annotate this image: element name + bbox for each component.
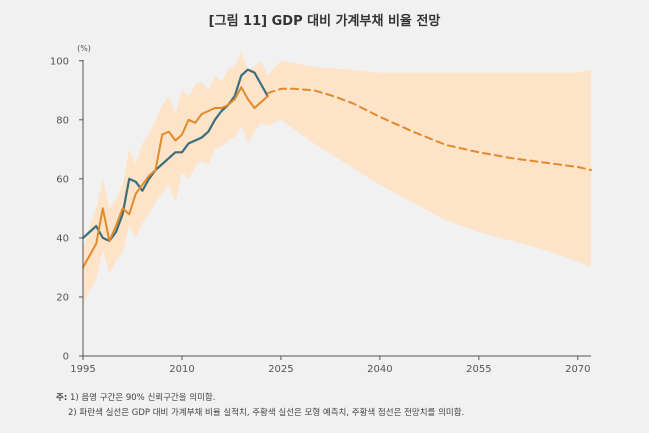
x-tick-layer: 1995 2010 2025 2040 2055 2070 [70,356,591,375]
y-tick-layer: 0 20 40 60 80 100 [50,56,83,363]
y-unit-label: (%) [77,44,91,53]
confidence-band [83,51,591,303]
confidence-band-layer [83,51,591,303]
y-tick-label: 40 [56,233,69,244]
chart-title: [그림 11] GDP 대비 가계부채 비율 전망 [208,14,441,29]
note-text-2: 2) 파란색 실선은 GDP 대비 가계부채 비율 실적치, 주황색 실선은 모… [68,408,465,418]
note-head: 주: [56,393,68,403]
forecast-series-line [266,87,592,171]
x-tick-label: 2040 [367,364,392,375]
x-tick-label: 2010 [169,364,194,375]
chart-notes: 주: 1) 음영 구간은 90% 신뢰구간을 의미함. 2) 파란색 실선은 G… [56,391,464,421]
y-tick-label: 100 [50,56,69,67]
model-series-line [82,86,269,269]
actual-series-line [81,68,269,242]
series-layer [81,68,592,269]
note-line-1: 주: 1) 음영 구간은 90% 신뢰구간을 의미함. [56,391,464,406]
y-tick-label: 0 [63,352,69,363]
note-text-1: 1) 음영 구간은 90% 신뢰구간을 의미함. [69,393,216,403]
x-tick-label: 2025 [268,364,293,375]
x-tick-label: 2070 [565,364,590,375]
note-line-2: 2) 파란색 실선은 GDP 대비 가계부채 비율 실적치, 주황색 실선은 모… [56,406,464,421]
x-tick-label: 2055 [466,364,491,375]
x-tick-label: 1995 [70,364,95,375]
y-tick-label: 80 [56,115,69,126]
y-tick-label: 20 [56,292,69,303]
y-tick-label: 60 [56,174,69,185]
